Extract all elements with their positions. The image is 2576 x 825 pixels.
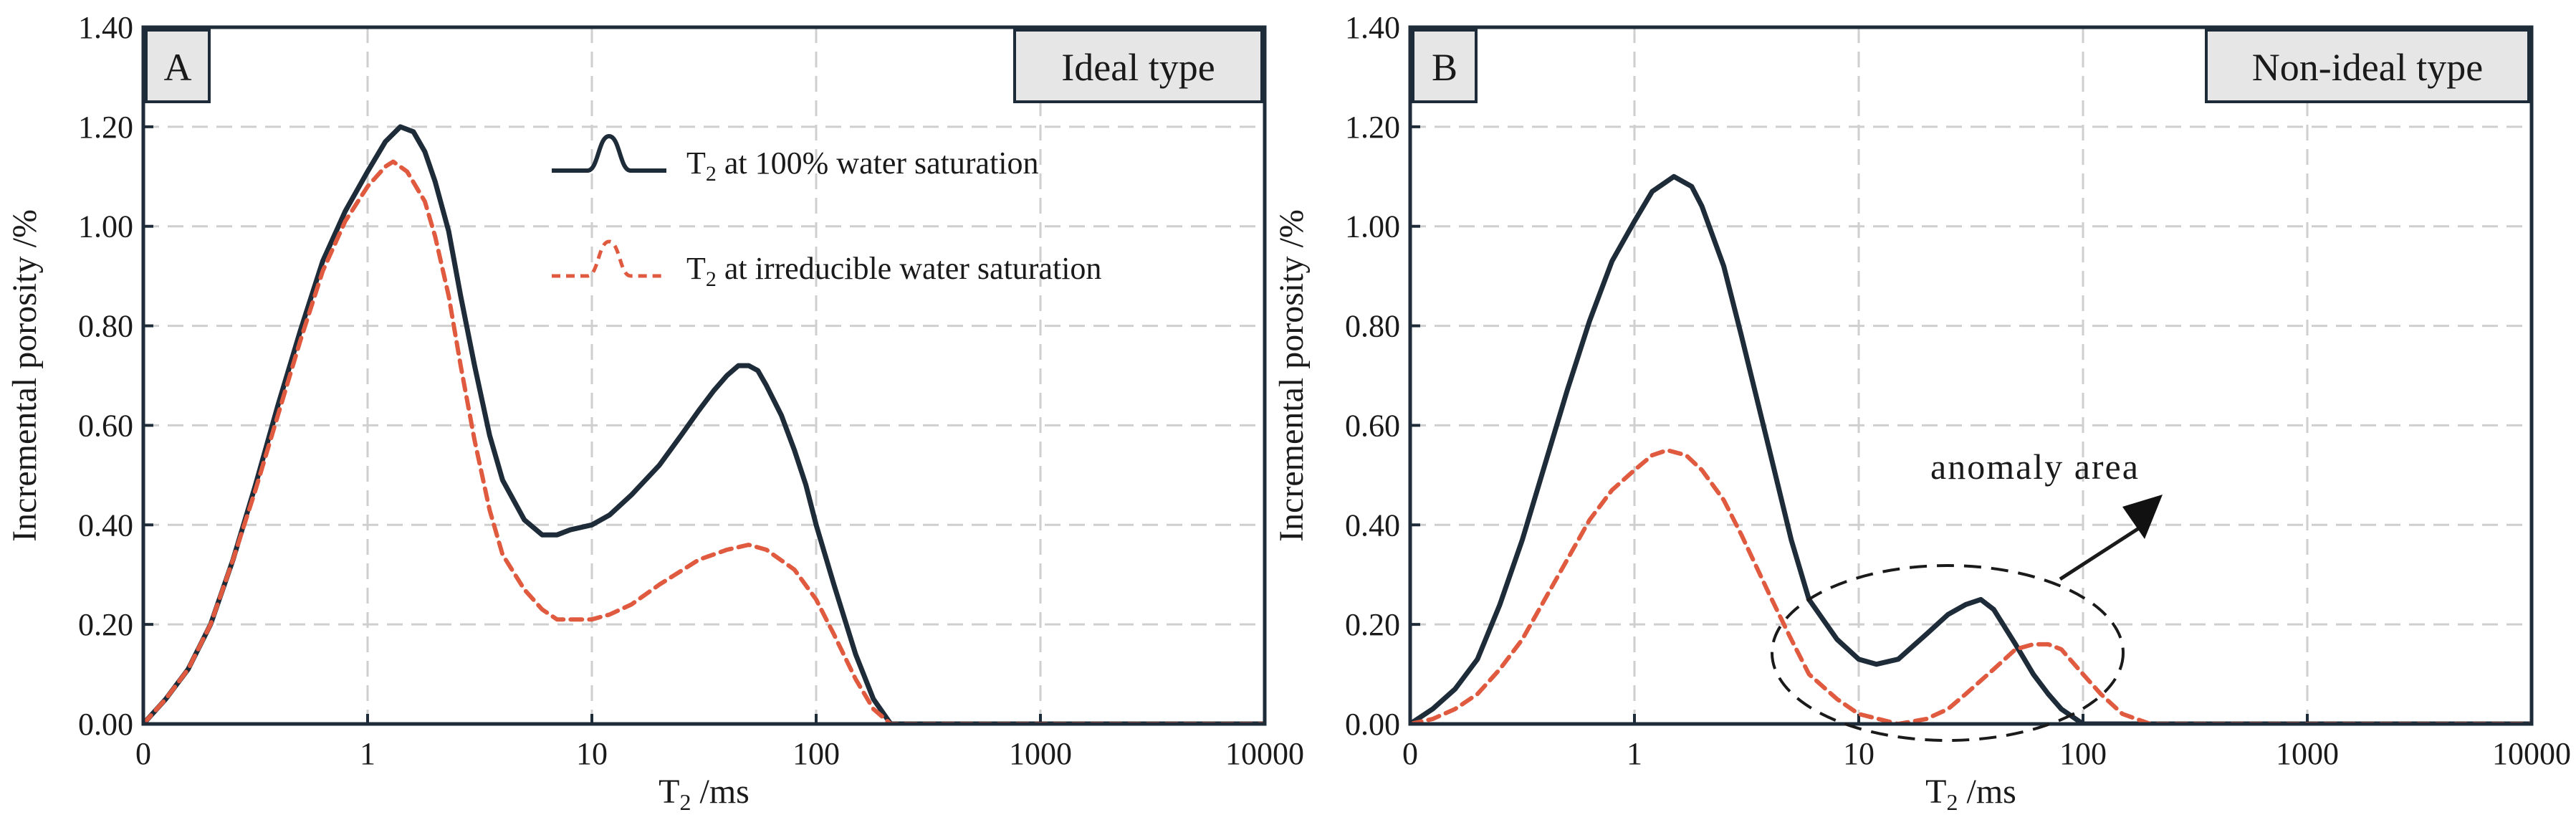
x-tick-label: 10: [1843, 736, 1874, 771]
panel-title-box: [2205, 29, 2530, 103]
x-tick-label: 0: [1402, 736, 1418, 771]
anomaly-arrow-head-icon: [2122, 495, 2163, 539]
legend-solid-peak-icon: [552, 133, 666, 173]
x-axis-title: T2 /ms: [659, 773, 750, 815]
y-tick-label: 0.40: [78, 507, 133, 543]
anomaly-label: anomaly area: [1930, 447, 2140, 487]
anomaly-arrow-line: [2059, 525, 2142, 581]
legend-entry-2: T2 at irreducible water saturation: [686, 251, 1101, 291]
panel-title: Ideal type: [1061, 46, 1215, 89]
y-tick-label: 1.20: [78, 110, 133, 145]
series-line-irreducible: [1410, 448, 2532, 725]
y-tick-label: 1.40: [78, 10, 133, 45]
panel-letter: A: [164, 46, 192, 89]
y-tick-label: 1.00: [1345, 209, 1400, 244]
x-axis-title: T2 /ms: [1925, 773, 2016, 815]
series-line-irreducible: [143, 159, 1265, 725]
panel-title: Non-ideal type: [2252, 46, 2483, 89]
y-tick-label: 1.40: [1345, 10, 1400, 45]
y-tick-label: 0.80: [1345, 309, 1400, 344]
anomaly-ellipse: [1771, 564, 2125, 742]
series-line-100-saturation: [143, 124, 1265, 725]
y-tick-label: 0.20: [1345, 607, 1400, 642]
x-tick-label: 1000: [2276, 736, 2339, 771]
panel-letter-box: [145, 29, 211, 103]
x-tick-label: 10000: [2492, 736, 2571, 771]
x-tick-label: 1: [360, 736, 375, 771]
panel-letter-box: [1412, 29, 1478, 103]
x-tick-label: 10: [576, 736, 608, 771]
legend-dashed-peak-icon: [552, 239, 666, 278]
x-tick-label: 1: [1627, 736, 1642, 771]
x-tick-label: 100: [2059, 736, 2107, 771]
series-line-100-saturation: [1410, 173, 2532, 725]
legend-entry-1: T2 at 100% water saturation: [686, 146, 1039, 186]
y-tick-label: 1.20: [1345, 110, 1400, 145]
y-tick-label: 0.20: [78, 607, 133, 642]
x-tick-label: 0: [135, 736, 151, 771]
x-tick-label: 1000: [1009, 736, 1072, 771]
chart-panel-a: 0 1 10 100 1000 10000 0.00 0.20 0.40 0.60 0.80 1.00…: [6, 10, 1304, 815]
y-tick-label: 0.40: [1345, 507, 1400, 543]
y-axis-title: Incremental porosity /%: [6, 209, 44, 542]
plot-frame: [141, 25, 1267, 726]
x-tick-label: 10000: [1225, 736, 1304, 771]
y-tick-label: 0.60: [78, 408, 133, 443]
y-tick-label: 0.80: [78, 309, 133, 344]
y-tick-label: 0.60: [1345, 408, 1400, 443]
chart-panel-b: 0 1 10 100 1000 10000 0.00 0.20 0.40 0.60 0.80 1.00…: [1273, 10, 2571, 815]
panel-letter: B: [1432, 46, 1457, 89]
y-tick-label: 1.00: [78, 209, 133, 244]
y-tick-label: 0.00: [1345, 707, 1400, 742]
panel-title-box: [1013, 29, 1263, 103]
y-tick-label: 0.00: [78, 707, 133, 742]
x-tick-label: 100: [793, 736, 840, 771]
plot-frame: [1408, 25, 2534, 726]
y-axis-title: Incremental porosity /%: [1273, 209, 1311, 542]
